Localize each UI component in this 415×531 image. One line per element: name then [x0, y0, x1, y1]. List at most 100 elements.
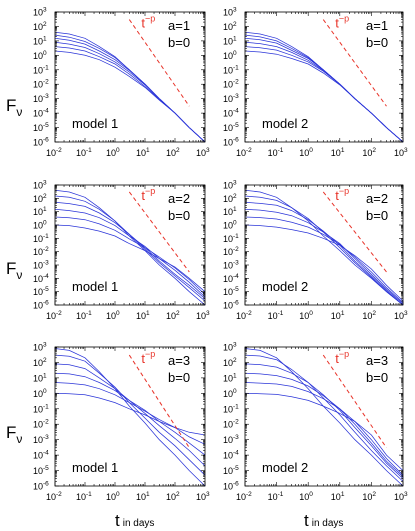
annotation-a: a=3: [366, 353, 388, 368]
series-line-4: [54, 372, 206, 456]
y-tick-label: 10-6: [33, 481, 49, 492]
y-tick-label: 102: [33, 21, 47, 32]
y-tick-label: 101: [223, 372, 237, 383]
y-tick-label: 10-3: [223, 434, 239, 445]
plot-frame: [54, 346, 206, 487]
xlabel-left: t in days: [115, 511, 154, 530]
y-tick-label: 102: [223, 21, 237, 32]
y-tick-label: 10-6: [223, 137, 239, 148]
annotation-a: a=2: [168, 191, 190, 206]
y-tick-label: 10-3: [33, 260, 49, 271]
y-tick-label: 10-5: [223, 122, 239, 133]
y-tick-label: 10-1: [223, 403, 239, 414]
series-line-6: [244, 224, 404, 302]
y-tick-label: 10-3: [33, 93, 49, 104]
y-tick-label: 10-5: [223, 286, 239, 297]
x-tick-label: 100: [299, 310, 313, 321]
plot-frame: [244, 11, 404, 143]
x-tick-label: 103: [394, 147, 408, 158]
y-tick-label: 103: [223, 180, 237, 191]
y-tick-label: 10-5: [33, 286, 49, 297]
y-tick-label: 10-5: [33, 122, 49, 133]
x-tick-label: 10-1: [268, 491, 284, 502]
x-tick-label: 10-2: [236, 147, 252, 158]
series-line-6: [244, 50, 404, 143]
xlabel-right: t in days: [304, 511, 343, 530]
y-tick-label: 103: [33, 342, 47, 353]
y-tick-label: 10-3: [223, 260, 239, 271]
y-tick-label: 102: [223, 193, 237, 204]
y-tick-label: 103: [33, 180, 47, 191]
x-tick-label: 10-2: [236, 491, 252, 502]
y-tick-label: 10-4: [33, 450, 49, 461]
series-line-3: [244, 201, 404, 306]
y-tick-label: 10-2: [33, 246, 49, 257]
y-tick-label: 10-4: [33, 108, 49, 119]
y-tick-label: 103: [223, 7, 237, 18]
x-tick-label: 102: [362, 147, 376, 158]
y-tick-label: 10-4: [223, 273, 239, 284]
annotation-b: b=0: [168, 208, 190, 223]
y-tick-label: 10-1: [223, 233, 239, 244]
series-line-6: [244, 392, 404, 471]
x-tick-label: 101: [136, 491, 150, 502]
y-tick-label: 10-2: [223, 246, 239, 257]
x-tick-label: 10-2: [46, 147, 62, 158]
x-tick-label: 101: [331, 310, 345, 321]
reference-line: [128, 191, 190, 273]
y-tick-label: 10-6: [223, 300, 239, 311]
y-tick-label: 103: [33, 7, 47, 18]
annotation-model: model 2: [262, 279, 308, 294]
series-line-5: [54, 382, 206, 445]
annotation-b: b=0: [366, 370, 388, 385]
y-tick-label: 10-3: [223, 93, 239, 104]
x-tick-label: 10-2: [46, 310, 62, 321]
panel-4: t−p 10-6 10-5 10-4 10-3 10-2 10-1 100 101 102 103 1…: [223, 180, 408, 322]
annotation-b: b=0: [168, 370, 190, 385]
x-tick-label: 101: [136, 310, 150, 321]
y-tick-label: 101: [33, 35, 47, 46]
ylabel-row-1: Fν: [6, 96, 22, 119]
annotation-a: a=2: [366, 191, 388, 206]
y-tick-label: 101: [223, 206, 237, 217]
series-line-6: [54, 392, 206, 436]
y-tick-label: 100: [223, 220, 237, 231]
y-tick-label: 10-2: [223, 79, 239, 90]
y-tick-label: 101: [223, 35, 237, 46]
x-tick-label: 103: [196, 491, 210, 502]
x-tick-label: 103: [394, 310, 408, 321]
x-tick-label: 100: [106, 310, 120, 321]
series-line-5: [54, 216, 206, 295]
series-line-4: [244, 208, 404, 305]
x-tick-label: 101: [331, 491, 345, 502]
reference-line: [128, 354, 190, 449]
x-tick-label: 102: [166, 310, 180, 321]
x-tick-label: 10-2: [236, 310, 252, 321]
series-line-1: [244, 189, 404, 306]
x-tick-label: 103: [394, 491, 408, 502]
annotation-b: b=0: [366, 208, 388, 223]
y-tick-label: 10-2: [33, 419, 49, 430]
annotation-a: a=1: [366, 18, 388, 33]
panel-2: t−p 10-6 10-5 10-4 10-3 10-2 10-1 100 101 102 103 1…: [223, 7, 408, 159]
x-tick-label: 100: [106, 491, 120, 502]
y-tick-label: 100: [223, 388, 237, 399]
y-tick-label: 102: [33, 193, 47, 204]
y-tick-label: 101: [33, 372, 47, 383]
y-tick-label: 100: [33, 220, 47, 231]
x-tick-label: 103: [196, 147, 210, 158]
series-line-5: [244, 216, 404, 303]
reference-label: t−p: [141, 349, 155, 366]
y-tick-label: 10-2: [33, 79, 49, 90]
plot-frame: [244, 346, 404, 487]
y-tick-label: 100: [223, 50, 237, 61]
y-tick-label: 102: [33, 357, 47, 368]
series-line-6: [54, 50, 206, 143]
reference-label: t−p: [141, 186, 155, 203]
y-tick-label: 10-6: [33, 137, 49, 148]
y-tick-label: 103: [223, 342, 237, 353]
y-tick-label: 10-1: [33, 233, 49, 244]
reference-label: t−p: [335, 186, 349, 203]
y-tick-label: 10-1: [33, 403, 49, 414]
annotation-model: model 2: [262, 116, 308, 131]
